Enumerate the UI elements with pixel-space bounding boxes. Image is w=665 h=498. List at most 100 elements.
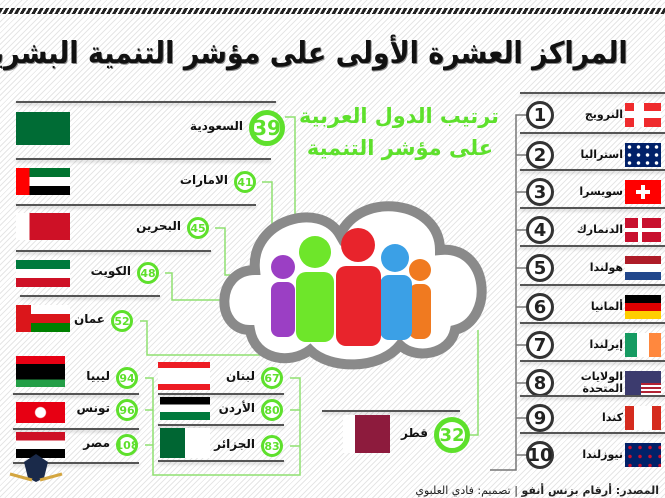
country-name: ليبيا: [86, 369, 110, 383]
rank-badge: 5: [526, 254, 554, 282]
source-credit: المصدر: أرقام بزنس أنفو: [521, 484, 659, 497]
row-divider: [13, 462, 139, 464]
footer-credits: المصدر: أرقام بزنس أنفو | تصميم: فادي ال…: [415, 484, 659, 497]
row-divider: [520, 207, 665, 209]
saudi-flag-icon: [16, 112, 70, 145]
heading-line-2: على مؤشر التنمية: [306, 136, 494, 160]
row-divider: [13, 428, 139, 430]
people-icon: [271, 228, 431, 346]
country-name: قطر: [400, 426, 428, 440]
country-name: الدنمارك: [576, 223, 623, 236]
australia-flag-icon: [625, 143, 661, 167]
row-divider: [520, 132, 665, 134]
row-divider: [158, 424, 284, 426]
page-title: المراكز العشرة الأولى على مؤشر التنمية ا…: [0, 36, 628, 71]
rank-badge: 52: [111, 310, 133, 332]
new-zealand-flag-icon: [625, 443, 661, 467]
bahrain-flag-icon: [16, 213, 70, 240]
row-divider: [520, 395, 665, 397]
country-name: مصر: [83, 436, 110, 450]
country-name: الجزائر: [214, 437, 255, 451]
rank-badge: 83: [261, 435, 283, 457]
row-divider: [520, 245, 665, 247]
rank-badge: 108: [116, 434, 138, 456]
rank-badge: 48: [137, 262, 159, 284]
row-divider: [520, 169, 665, 171]
design-credit: تصميم: فادي العلبوي: [415, 484, 511, 497]
rank-badge: 94: [116, 367, 138, 389]
country-name: استراليا: [580, 148, 623, 161]
row-divider: [322, 410, 460, 412]
oman-flag-icon: [16, 305, 70, 332]
rank-badge: 32: [434, 417, 470, 453]
netherlands-flag-icon: [625, 256, 661, 280]
country-name: الكويت: [90, 264, 131, 278]
uae-flag-icon: [16, 168, 70, 195]
rank-badge: 9: [526, 404, 554, 432]
rank-badge: 7: [526, 331, 554, 359]
country-name: سويسرا: [579, 185, 623, 198]
rank-badge: 41: [234, 171, 256, 193]
tunisia-flag-icon: [16, 402, 65, 423]
arab-ranking-heading: ترتيب الدول العربية على مؤشر التنمية: [299, 100, 500, 164]
rank-badge: 1: [526, 101, 554, 129]
rank-badge: 6: [526, 293, 554, 321]
country-name: كندا: [601, 411, 623, 424]
country-name: النرويج: [584, 108, 623, 121]
ireland-flag-icon: [625, 333, 661, 357]
qatar-flag-icon: [343, 415, 390, 453]
heading-line-2-wrap: على مؤشر التنمية: [300, 132, 500, 164]
rank-badge: 96: [116, 399, 138, 421]
heading-line-1: ترتيب الدول العربية: [299, 104, 499, 128]
row-divider: [13, 393, 139, 395]
country-name: السعودية: [189, 119, 243, 133]
country-name: لبنان: [225, 369, 255, 383]
algeria-flag-icon: [160, 428, 210, 458]
country-name: نيوزلندا: [582, 448, 623, 461]
country-name: ألمانيا: [590, 300, 623, 313]
rank-badge: 2: [526, 141, 554, 169]
footer-separator: |: [514, 484, 518, 497]
rank-badge: 8: [526, 369, 554, 397]
row-divider: [16, 250, 211, 252]
country-name: الأردن: [218, 401, 255, 415]
page-title-wrap: المراكز العشرة الأولى على مؤشر التنمية ا…: [0, 36, 665, 72]
top-stripe: [0, 8, 665, 14]
jordan-flag-icon: [160, 397, 210, 420]
row-divider: [158, 393, 284, 395]
lebanon-flag-icon: [158, 362, 210, 390]
row-divider: [20, 295, 160, 297]
row-divider: [520, 360, 665, 362]
egypt-flag-icon: [16, 432, 65, 458]
forum-logo: [8, 452, 64, 492]
rank-badge: 4: [526, 216, 554, 244]
kuwait-flag-icon: [16, 260, 70, 287]
rank-badge: 3: [526, 178, 554, 206]
country-name: الامارات: [179, 173, 228, 187]
row-divider: [520, 284, 665, 286]
country-name: البحرين: [136, 219, 181, 233]
usa-flag-icon: [625, 371, 661, 395]
germany-flag-icon: [625, 295, 661, 319]
row-divider: [520, 92, 665, 94]
rank-badge: 80: [261, 399, 283, 421]
row-divider: [520, 432, 665, 434]
heading-line-1-wrap: ترتيب الدول العربية: [299, 100, 500, 132]
canada-flag-icon: [625, 406, 661, 430]
country-name: تونس: [76, 401, 111, 415]
row-divider: [16, 158, 271, 160]
country-name: الولايات المتحدة: [580, 370, 623, 395]
row-divider: [16, 101, 276, 103]
row-divider: [16, 204, 256, 206]
row-divider: [158, 460, 284, 462]
rank-badge: 10: [526, 441, 554, 469]
rank-badge: 39: [249, 110, 285, 146]
country-name: هولندا: [589, 261, 623, 274]
country-name: عمان: [74, 312, 105, 326]
switzerland-flag-icon: [625, 180, 661, 204]
rank-badge: 45: [187, 217, 209, 239]
norway-flag-icon: [625, 103, 661, 127]
rank-badge: 67: [261, 367, 283, 389]
row-divider: [520, 322, 665, 324]
